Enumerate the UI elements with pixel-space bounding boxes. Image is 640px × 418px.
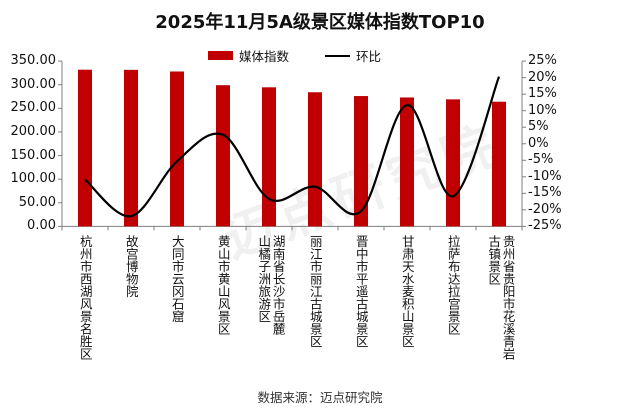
bar: [124, 69, 138, 227]
bar: [308, 92, 322, 227]
bar-swatch-icon: [208, 51, 233, 60]
mom-line-series: [84, 76, 501, 218]
legend-label-line: 环比: [356, 49, 382, 64]
axes: [58, 60, 526, 231]
x-tick-label: 大同市云冈石窟: [169, 235, 185, 323]
y-left-tick-label: 0.00: [27, 218, 56, 234]
y-right-tick-label: 10%: [528, 102, 557, 118]
x-tick-label: 贵州省贵阳市花溪青岩 古镇景区: [486, 235, 516, 360]
bar: [170, 71, 184, 227]
bar-series: [78, 69, 506, 227]
y-right-tick-label: -20%: [528, 201, 562, 217]
bar: [354, 96, 368, 227]
y-right-tick-label: 0%: [528, 135, 549, 151]
data-source: 数据来源：迈点研究院: [257, 390, 383, 405]
x-tick-label: 杭州市西湖风景名胜区: [77, 235, 93, 360]
x-tick-label: 故宫博物院: [123, 235, 139, 298]
legend: 媒体指数 环比: [208, 46, 381, 65]
x-tick-label: 甘肃天水麦积山景区: [399, 235, 415, 348]
bar: [400, 97, 414, 227]
legend-item-mom: 环比: [325, 46, 381, 65]
bar: [446, 99, 460, 227]
legend-item-media-index: 媒体指数: [208, 46, 289, 65]
y-right-tick-label: 25%: [528, 53, 557, 69]
y-left-tick-label: 100.00: [10, 171, 57, 187]
y-left-tick-label: 350.00: [10, 53, 57, 69]
bar: [492, 101, 506, 227]
bar: [78, 69, 92, 227]
x-tick-label: 拉萨布达拉宫景区: [445, 235, 461, 335]
y-right-tick-label: 20%: [528, 69, 557, 85]
y-right-tick-label: -25%: [528, 218, 562, 234]
x-tick-label: 丽江市丽江古城景区: [307, 235, 323, 348]
x-tick-label: 湖南省长沙市岳麓 山橘子洲旅游区: [256, 235, 286, 335]
y-left-tick-label: 150.00: [10, 147, 57, 163]
y-right-tick-label: -10%: [528, 168, 562, 184]
y-left-tick-label: 300.00: [10, 76, 57, 92]
bar: [216, 85, 230, 227]
y-right-tick-label: -15%: [528, 185, 562, 201]
x-tick-label: 黄山市黄山风景区: [215, 235, 231, 335]
legend-label-bar: 媒体指数: [239, 49, 290, 64]
y-left-tick-label: 50.00: [18, 194, 56, 210]
line-swatch-icon: [325, 54, 351, 57]
y-left-tick-label: 250.00: [10, 100, 57, 116]
y-right-tick-label: -5%: [528, 152, 554, 168]
chart-title: 2025年11月5A级景区媒体指数TOP10: [155, 12, 485, 33]
y-left-tick-label: 200.00: [10, 123, 57, 139]
bar: [262, 87, 276, 227]
y-right-tick-label: 15%: [528, 86, 557, 102]
y-right-tick-label: 5%: [528, 119, 549, 135]
x-tick-label: 晋中市平遥古城景区: [353, 235, 369, 348]
